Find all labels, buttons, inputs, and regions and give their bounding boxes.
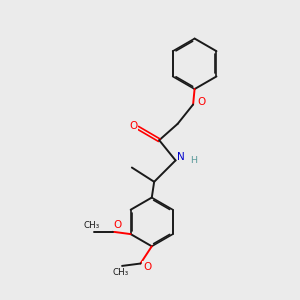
Text: O: O xyxy=(143,262,151,272)
Text: CH₃: CH₃ xyxy=(112,268,129,277)
Text: O: O xyxy=(129,121,137,131)
Text: O: O xyxy=(113,220,122,230)
Text: N: N xyxy=(177,152,185,162)
Text: O: O xyxy=(197,97,206,107)
Text: CH₃: CH₃ xyxy=(84,221,100,230)
Text: H: H xyxy=(190,156,197,165)
